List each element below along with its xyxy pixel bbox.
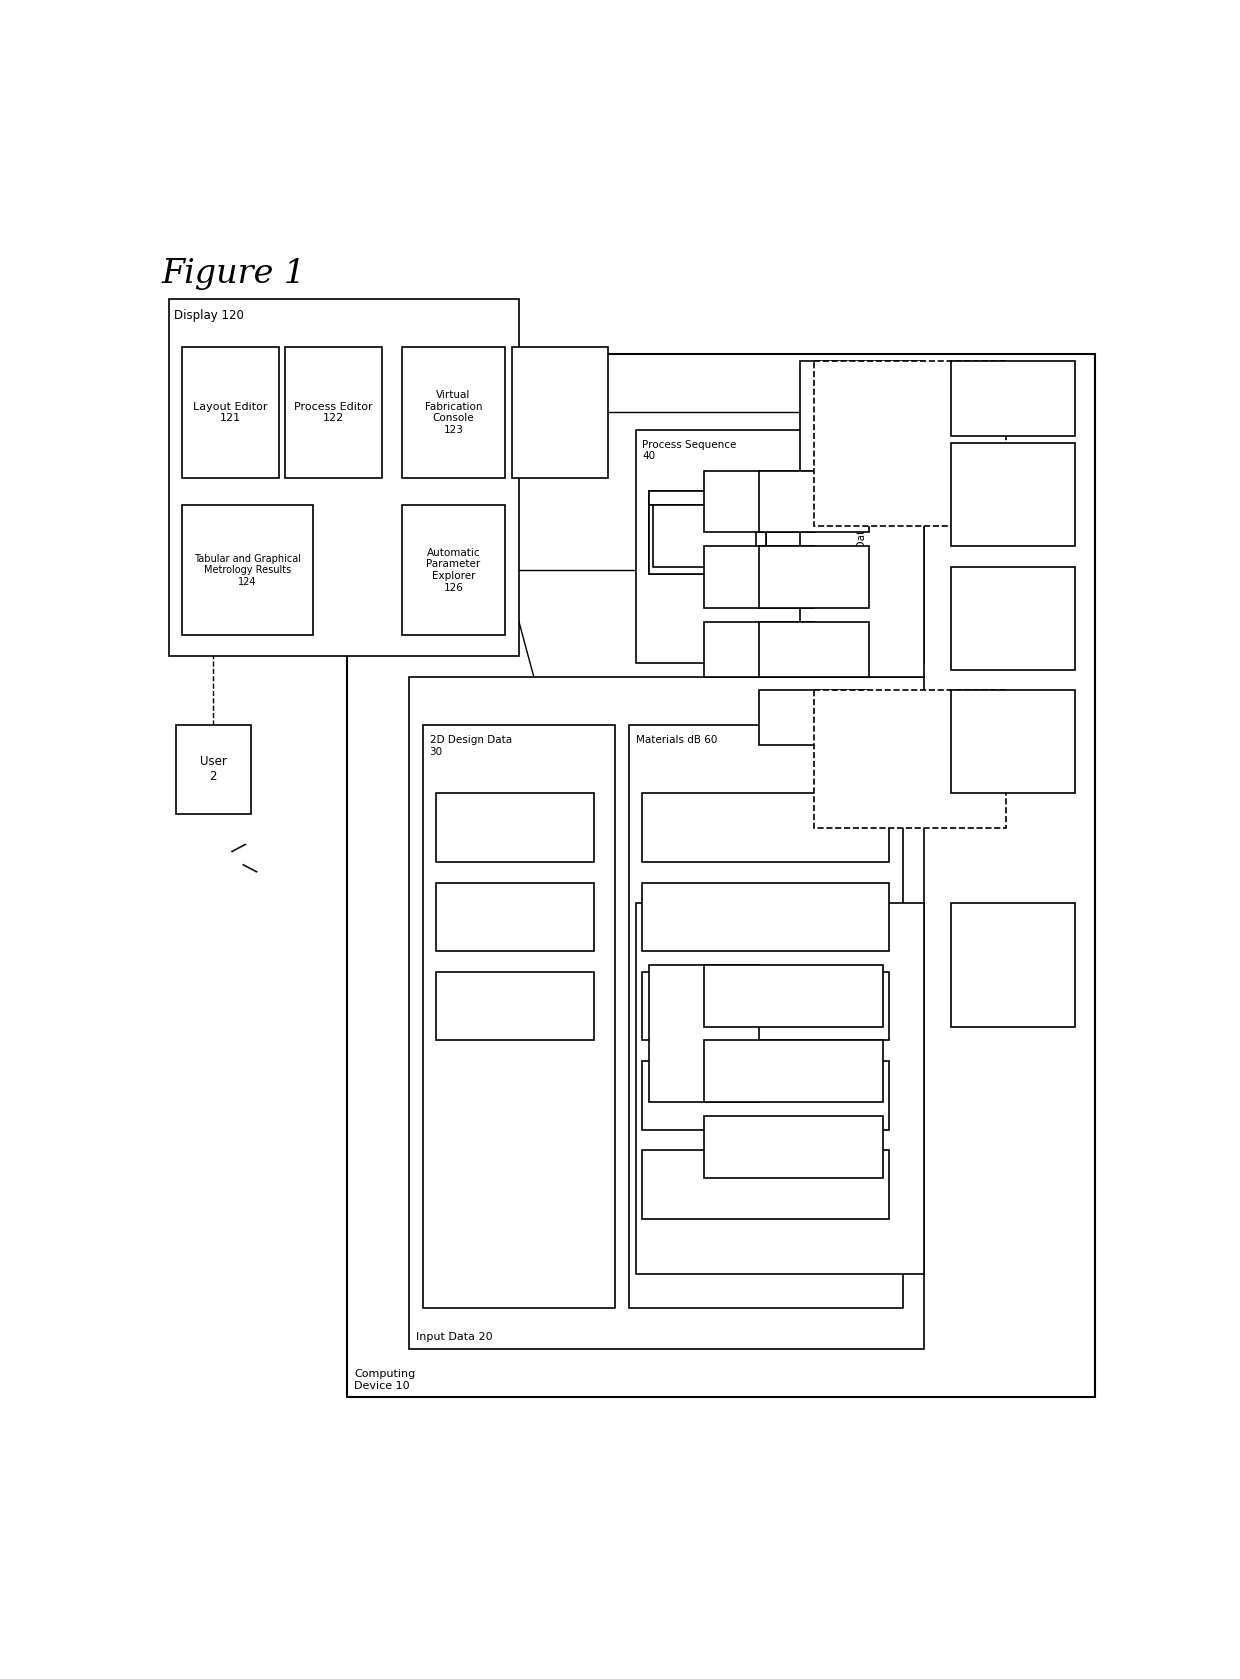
Bar — [512, 348, 608, 477]
Bar — [951, 361, 1075, 437]
Text: Output Data Collector 110: Output Data Collector 110 — [857, 450, 867, 588]
Bar — [704, 1041, 883, 1101]
Bar — [642, 883, 889, 952]
Text: 2D Design Data
30: 2D Design Data 30 — [429, 735, 512, 757]
Text: Process Sequence
40: Process Sequence 40 — [642, 440, 737, 462]
Bar — [650, 492, 766, 559]
Text: Layout Editor
121: Layout Editor 121 — [193, 401, 268, 423]
Text: Network Interface
15: Network Interface 15 — [966, 388, 1060, 410]
Text: Algorithm 3 (78): Algorithm 3 (78) — [750, 1142, 836, 1152]
Bar — [169, 299, 518, 656]
Text: Layer1(32): Layer1(32) — [487, 823, 544, 833]
Bar — [402, 505, 505, 635]
Text: Computing
Device 10: Computing Device 10 — [355, 1368, 415, 1390]
Text: Metrology Stp 45: Metrology Stp 45 — [718, 645, 801, 655]
Bar — [951, 903, 1075, 1028]
Text: Virtual Metrology Data
80: Virtual Metrology Data 80 — [851, 749, 968, 769]
Bar — [176, 725, 250, 814]
Text: Mat'l Type1.1: Mat'l Type1.1 — [732, 1180, 800, 1190]
Bar — [650, 505, 766, 574]
Bar — [652, 505, 755, 568]
Bar — [704, 1117, 883, 1177]
Text: Virtual
Fabrication
Console
123: Virtual Fabrication Console 123 — [425, 390, 482, 435]
Bar — [951, 568, 1075, 670]
Text: Met. Stp 49: Met. Stp 49 — [786, 714, 842, 724]
Text: Proc. Stp 47: Proc. Stp 47 — [785, 573, 843, 583]
Bar — [409, 677, 924, 1350]
Bar — [402, 348, 505, 477]
Text: Processor
11: Processor 11 — [986, 954, 1040, 975]
Text: Mat'l Type 2(64): Mat'l Type 2(64) — [724, 1090, 807, 1100]
Bar — [951, 443, 1075, 546]
Bar — [759, 470, 869, 532]
Text: Layer3(36): Layer3(36) — [487, 1001, 544, 1011]
Text: ROM
13: ROM 13 — [999, 604, 1027, 633]
Text: Figure 1: Figure 1 — [162, 259, 306, 290]
Text: User
2: User 2 — [200, 756, 227, 784]
Text: Mat'l Type 1(62): Mat'l Type 1(62) — [724, 823, 807, 833]
Text: Automatic
Parameter
Explorer
126: Automatic Parameter Explorer 126 — [427, 547, 481, 593]
Bar — [182, 505, 312, 635]
Bar — [759, 546, 869, 608]
Text: Algorithm 1 (76): Algorithm 1 (76) — [750, 991, 836, 1001]
Bar — [813, 690, 1006, 828]
Bar — [650, 965, 759, 1101]
Bar — [629, 725, 903, 1308]
Text: RAM
12: RAM 12 — [1001, 727, 1025, 756]
Bar — [436, 792, 594, 861]
Text: Proc. Stp 48: Proc. Stp 48 — [785, 645, 843, 655]
Bar — [182, 348, 279, 477]
Text: Display 120: Display 120 — [174, 309, 244, 322]
Bar — [951, 690, 1075, 792]
Text: Materials dB 60: Materials dB 60 — [635, 735, 717, 745]
Text: Hard
Drive
14: Hard Drive 14 — [998, 479, 1028, 512]
Bar — [704, 470, 813, 532]
Text: Sequence 42: Sequence 42 — [673, 520, 742, 531]
Text: Process Step 43: Process Step 43 — [720, 497, 799, 507]
Bar — [635, 430, 924, 663]
Text: Input Data 20: Input Data 20 — [415, 1333, 492, 1343]
Text: Virtual Fab Application
70: Virtual Fab Application 70 — [642, 913, 760, 935]
Text: Material 1.2: Material 1.2 — [735, 1001, 797, 1011]
Text: Layer2(34): Layer2(34) — [487, 912, 544, 922]
Text: Sequence 42: Sequence 42 — [676, 534, 739, 544]
Bar — [436, 972, 594, 1041]
Bar — [642, 792, 889, 861]
Bar — [650, 492, 766, 559]
Bar — [813, 361, 1006, 526]
Bar — [347, 354, 1095, 1397]
Text: Sub-Seq. 46: Sub-Seq. 46 — [785, 497, 843, 507]
Bar — [704, 965, 883, 1028]
Bar — [800, 361, 924, 677]
Text: \: \ — [242, 860, 260, 878]
Text: Material 1.1: Material 1.1 — [735, 912, 797, 922]
Text: Process Editor
122: Process Editor 122 — [294, 401, 373, 423]
Bar — [642, 972, 889, 1041]
Bar — [704, 621, 813, 677]
Text: 3D Structural Model
Data
90: 3D Structural Model Data 90 — [858, 426, 962, 460]
Bar — [642, 1061, 889, 1130]
Bar — [285, 348, 382, 477]
Text: Process Step 44: Process Step 44 — [720, 573, 799, 583]
Bar — [704, 546, 813, 608]
Bar — [642, 1150, 889, 1219]
Bar — [759, 621, 869, 677]
Text: Algorithm 2 (77): Algorithm 2 (77) — [750, 1066, 836, 1076]
Bar — [423, 725, 615, 1308]
Bar — [759, 690, 869, 745]
Text: /: / — [228, 840, 247, 858]
Bar — [650, 505, 766, 574]
Bar — [436, 883, 594, 952]
Text: Tabular and Graphical
Metrology Results
124: Tabular and Graphical Metrology Results … — [195, 554, 301, 588]
Text: Sequence 42: Sequence 42 — [672, 531, 737, 541]
Bar — [635, 903, 924, 1274]
Text: 3D
Modeling Engine
75: 3D Modeling Engine 75 — [661, 1017, 748, 1049]
